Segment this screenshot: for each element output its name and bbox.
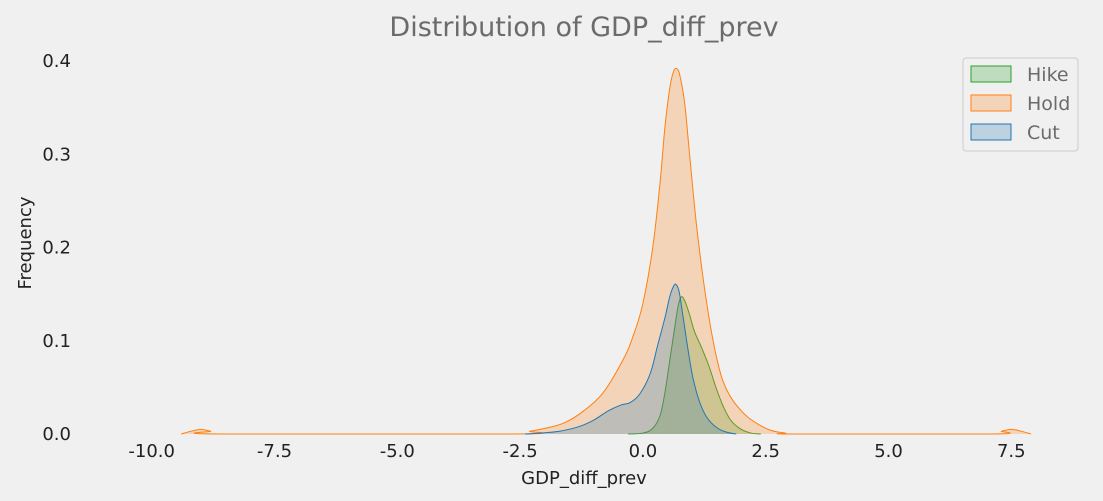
legend-label-hold: Hold bbox=[1027, 93, 1070, 115]
y-tick-label: 0.4 bbox=[42, 51, 71, 72]
y-tick-label: 0.0 bbox=[42, 424, 71, 445]
x-tick-label: 5.0 bbox=[874, 441, 903, 462]
y-tick-label: 0.2 bbox=[42, 238, 71, 259]
series-hike bbox=[628, 296, 761, 435]
x-tick-label: 0.0 bbox=[629, 441, 658, 462]
x-tick-label: 7.5 bbox=[997, 441, 1026, 462]
legend-swatch-cut bbox=[970, 123, 1012, 141]
x-tick-label: -7.5 bbox=[257, 441, 292, 462]
x-tick-label: -10.0 bbox=[128, 441, 175, 462]
legend-label-hike: Hike bbox=[1027, 64, 1069, 86]
chart-title: Distribution of GDP_diff_prev bbox=[389, 12, 778, 43]
kde-line-cut bbox=[524, 283, 737, 435]
series-cut bbox=[524, 283, 737, 435]
x-tick-label: 2.5 bbox=[751, 441, 780, 462]
legend: Hike Hold Cut bbox=[962, 57, 1079, 152]
y-tick-label: 0.3 bbox=[42, 144, 71, 165]
legend-frame bbox=[962, 57, 1079, 152]
x-tick-label: -2.5 bbox=[503, 441, 538, 462]
plot-area bbox=[181, 67, 1032, 435]
kde-area-hike bbox=[628, 296, 761, 434]
kde-line-hold bbox=[181, 67, 1032, 435]
y-axis-label: Frequency bbox=[15, 196, 36, 289]
series-hold bbox=[181, 67, 1032, 435]
legend-label-cut: Cut bbox=[1027, 122, 1060, 144]
legend-swatch-hold bbox=[970, 94, 1012, 112]
y-tick-label: 0.1 bbox=[42, 331, 71, 352]
y-axis-ticks: 0.0 0.1 0.2 0.3 0.4 bbox=[42, 51, 71, 445]
legend-swatch-hike bbox=[970, 65, 1012, 83]
x-axis-label: GDP_diff_prev bbox=[521, 468, 647, 489]
x-axis-ticks: -10.0 -7.5 -5.0 -2.5 0.0 2.5 5.0 7.5 bbox=[128, 441, 1025, 462]
x-tick-label: -5.0 bbox=[380, 441, 415, 462]
kde-line-hike bbox=[628, 296, 761, 435]
